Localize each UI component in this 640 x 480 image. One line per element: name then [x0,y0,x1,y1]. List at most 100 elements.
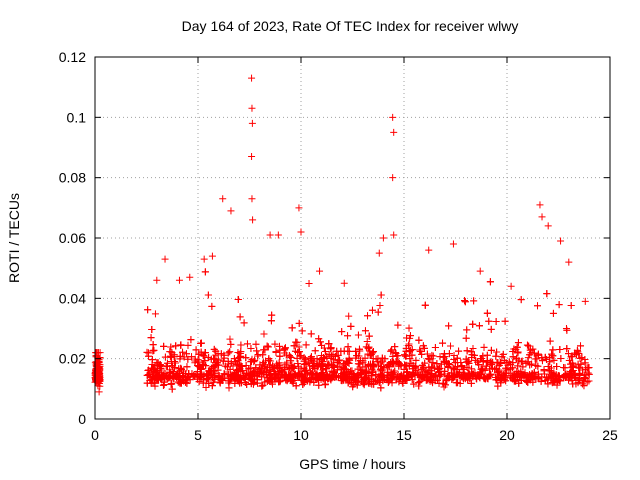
data-point [444,360,452,368]
data-point [195,350,203,358]
data-point [337,347,345,355]
data-point [433,360,441,368]
y-tick-label: 0.08 [59,170,86,186]
data-point [483,357,491,365]
data-point [546,337,554,345]
data-point [509,375,517,383]
data-point [157,362,165,370]
data-point [423,368,431,376]
y-tick-label: 0.04 [59,290,86,306]
data-point [349,383,357,391]
data-point [344,358,352,366]
data-point [200,255,208,263]
data-point [544,363,552,371]
data-point [546,367,554,375]
data-point [487,371,495,379]
data-point [329,350,337,358]
data-point [389,373,397,381]
data-point [469,345,477,353]
data-point [568,352,576,360]
data-point [295,348,303,356]
data-point [542,355,550,363]
data-point [262,371,270,379]
data-point [569,366,577,374]
data-point [467,379,475,387]
data-point [154,359,162,367]
data-point [374,355,382,363]
data-point [294,370,302,378]
data-point [416,348,424,356]
data-point [428,363,436,371]
x-tick-label: 0 [91,427,99,443]
data-point [406,347,414,355]
data-point [327,355,335,363]
data-point [565,258,573,266]
data-point [428,351,436,359]
data-point [276,377,284,385]
data-point [321,348,329,356]
data-point [153,276,161,284]
data-point [375,249,383,257]
data-point [185,373,193,381]
data-point [238,363,246,371]
data-point [476,267,484,275]
data-point [187,336,195,344]
data-point [548,350,556,358]
data-point [202,383,210,391]
data-point [92,365,100,373]
data-point [234,295,242,303]
data-point [219,357,227,365]
data-point [315,376,323,384]
data-point [436,353,444,361]
data-point [268,376,276,384]
data-point [94,379,102,387]
data-point [492,352,500,360]
data-point [515,357,523,365]
data-point [310,378,318,386]
data-point [269,365,277,373]
data-point [555,301,563,309]
data-point [345,355,353,363]
data-point [243,340,251,348]
data-point [299,380,307,388]
data-point [487,325,495,333]
data-point [236,313,244,321]
data-point [165,373,173,381]
data-point [329,361,337,369]
data-point [275,369,283,377]
data-point [192,346,200,354]
data-point [352,347,360,355]
data-point [536,201,544,209]
data-point [385,377,393,385]
data-point [267,374,275,382]
data-point [361,354,369,362]
y-tick-label: 0 [78,411,86,427]
data-point [563,373,571,381]
data-point [297,371,305,379]
data-point [95,388,103,396]
data-point [253,347,261,355]
data-point [172,342,180,350]
data-point [576,354,584,362]
data-point [154,374,162,382]
data-point [355,352,363,360]
data-point [493,348,501,356]
data-point [498,372,506,380]
data-point [264,343,272,351]
data-point [434,376,442,384]
data-point [483,309,491,317]
data-point [495,368,503,376]
data-point [469,320,477,328]
data-point [365,332,373,340]
data-point [202,375,210,383]
data-point [366,351,374,359]
data-point [210,345,218,353]
y-tick-label: 0.02 [59,351,86,367]
data-point [581,297,589,305]
data-point [517,376,525,384]
data-point [219,374,227,382]
data-point [458,363,466,371]
data-point [182,372,190,380]
data-point [344,379,352,387]
data-point [245,374,253,382]
